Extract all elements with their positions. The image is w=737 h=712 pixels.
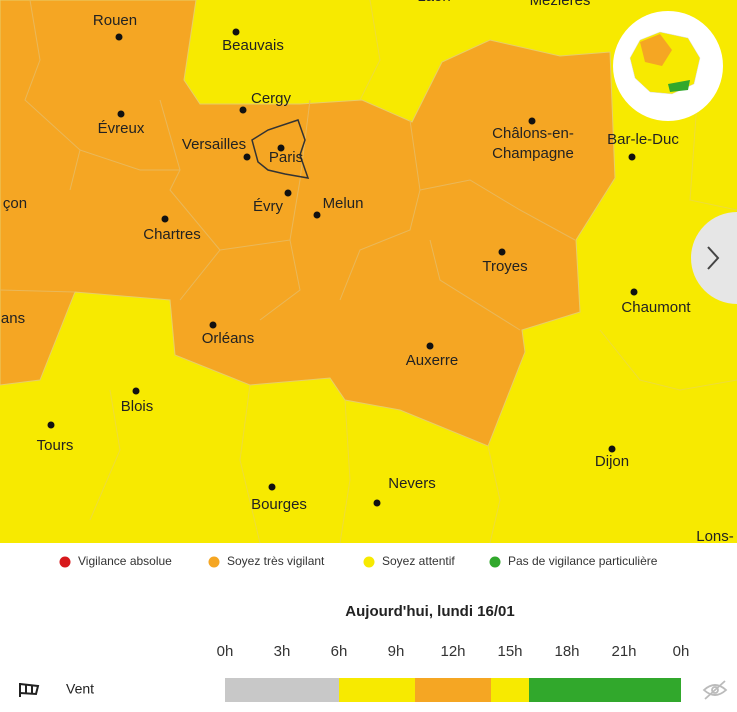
- timeline-segment: [339, 678, 415, 702]
- city-dot: [528, 117, 536, 125]
- city-dot: [498, 248, 506, 256]
- map: Rouen Beauvais Cergy Évreux Versailles Paris É…: [0, 0, 737, 545]
- city-dot: [209, 321, 217, 329]
- hour-label: 6h: [331, 643, 348, 660]
- timeline: 0h 3h 6h 9h 12h 15h 18h 21h 0h Vent: [66, 643, 689, 702]
- hour-label: 3h: [274, 643, 291, 660]
- city-label: Chartres: [143, 226, 201, 243]
- city-label: Châlons-en-: [492, 125, 574, 142]
- hour-label: 9h: [388, 643, 405, 660]
- city-dot: [132, 387, 140, 395]
- city-dot: [232, 28, 240, 36]
- city-label: Paris: [269, 149, 303, 166]
- legend-swatch: [59, 556, 71, 568]
- city-dot: [426, 342, 434, 350]
- city-dot: [284, 189, 292, 197]
- city-label: Orléans: [202, 330, 255, 347]
- timeline-title: Aujourd'hui, lundi 16/01: [345, 603, 514, 620]
- city-label: Beauvais: [222, 37, 284, 54]
- city-label: Nevers: [388, 475, 436, 492]
- timeline-segment: [225, 678, 339, 702]
- wind-icon: [19, 683, 40, 697]
- city-label: ans: [1, 310, 25, 327]
- paris-outline: [251, 119, 310, 179]
- city-label: çon: [3, 195, 27, 212]
- city-label: Troyes: [482, 258, 527, 275]
- legend-swatch: [208, 556, 220, 568]
- city-dot: [608, 445, 616, 453]
- hide-icon[interactable]: [702, 680, 728, 700]
- cities: Rouen Beauvais Cergy Évreux Versailles Paris É…: [1, 0, 734, 545]
- city-label: Rouen: [93, 12, 137, 29]
- legend-label: Vigilance absolue: [78, 554, 172, 568]
- city-label: Laon: [417, 0, 450, 5]
- city-dot: [630, 288, 638, 296]
- city-label: Champagne: [492, 145, 574, 162]
- city-label: Blois: [121, 398, 154, 415]
- legend: Vigilance absolue Soyez très vigilant Soye…: [59, 554, 658, 568]
- hour-label: 18h: [554, 643, 579, 660]
- timeline-segment: [491, 678, 529, 702]
- city-label: Évreux: [98, 120, 145, 137]
- city-label: Auxerre: [406, 352, 459, 369]
- city-label: Bourges: [251, 496, 307, 513]
- city-dot: [373, 499, 381, 507]
- city-label: Cergy: [251, 90, 292, 107]
- city-dot: [239, 106, 247, 114]
- city-dot: [115, 33, 123, 41]
- city-label: Lons-: [696, 528, 734, 545]
- city-dot: [628, 153, 636, 161]
- legend-label: Soyez très vigilant: [227, 554, 325, 568]
- city-dot: [277, 144, 285, 152]
- city-label: Bar-le-Duc: [607, 131, 679, 148]
- city-dot: [161, 215, 169, 223]
- legend-label: Soyez attentif: [382, 554, 455, 568]
- city-dot: [117, 110, 125, 118]
- city-label: Évry: [253, 198, 284, 215]
- timeline-segment: [415, 678, 491, 702]
- legend-swatch: [363, 556, 375, 568]
- city-label: Mézières: [530, 0, 591, 9]
- hour-label: 0h: [217, 643, 234, 660]
- timeline-segment: [529, 678, 681, 702]
- minimap-button[interactable]: [613, 11, 723, 121]
- city-dot: [243, 153, 251, 161]
- hour-label: 21h: [611, 643, 636, 660]
- city-label: Versailles: [182, 136, 246, 153]
- hour-label: 15h: [497, 643, 522, 660]
- orange-area: [0, 0, 616, 447]
- legend-swatch: [489, 556, 501, 568]
- row-label: Vent: [66, 681, 94, 697]
- legend-label: Pas de vigilance particulière: [508, 554, 658, 568]
- city-label: Dijon: [595, 453, 629, 470]
- region-borders: [0, 0, 576, 331]
- city-label: Chaumont: [621, 299, 691, 316]
- next-button[interactable]: [691, 212, 737, 304]
- city-dot: [313, 211, 321, 219]
- city-dot: [47, 421, 55, 429]
- hour-label: 0h: [673, 643, 690, 660]
- city-label: Melun: [323, 195, 364, 212]
- city-label: Tours: [37, 437, 74, 454]
- city-dot: [268, 483, 276, 491]
- hour-label: 12h: [440, 643, 465, 660]
